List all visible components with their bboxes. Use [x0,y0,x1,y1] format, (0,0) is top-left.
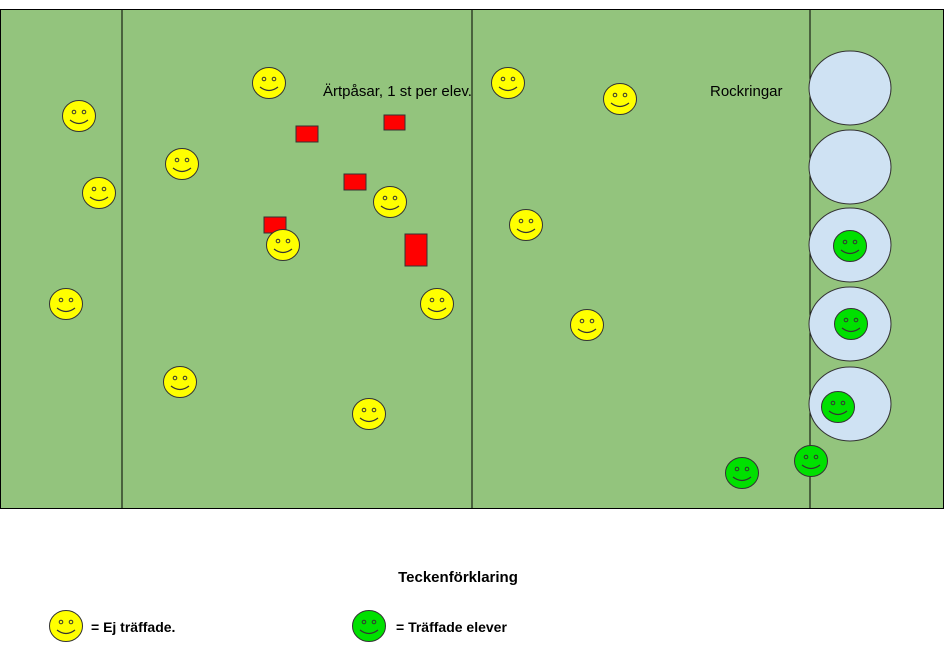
bean-bag [295,125,319,143]
student-not-hit [252,67,286,99]
legend-icons [49,610,386,642]
student-not-hit [373,186,407,218]
legend-not-hit-icon [49,610,83,642]
student-not-hit [163,366,197,398]
legend-hit-icon [352,610,386,642]
bean-bags-label: Ärtpåsar, 1 st per elev. [323,83,472,100]
bean-bag [383,114,406,131]
bean-bag [343,173,367,191]
hoop [808,50,892,126]
student-not-hit [62,100,96,132]
hoop [808,129,892,205]
legend-not-hit-label: = Ej träffade. [91,619,176,635]
student-not-hit [165,148,199,180]
student-not-hit [352,398,386,430]
student-hit [834,308,868,340]
student-not-hit [603,83,637,115]
student-not-hit [82,177,116,209]
student-not-hit [420,288,454,320]
student-not-hit [266,229,300,261]
student-not-hit [49,288,83,320]
student-hit [833,230,867,262]
bean-bag [404,233,428,267]
student-not-hit [570,309,604,341]
hoops-label: Rockringar [710,83,783,100]
legend-title: Teckenförklaring [398,569,518,586]
students-group [49,67,868,489]
student-hit [725,457,759,489]
student-hit [821,391,855,423]
legend-hit-label: = Träffade elever [396,619,507,635]
student-hit [794,445,828,477]
bean-bags-group [263,114,428,267]
student-not-hit [509,209,543,241]
student-not-hit [491,67,525,99]
